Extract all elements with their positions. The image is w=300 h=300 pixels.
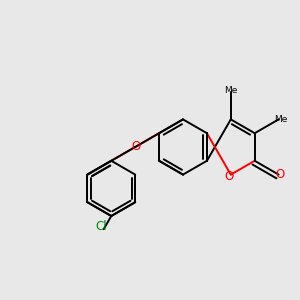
Text: O: O xyxy=(275,168,285,181)
Text: Me: Me xyxy=(274,115,288,124)
Text: Cl: Cl xyxy=(96,220,107,233)
Text: O: O xyxy=(131,140,141,153)
Text: O: O xyxy=(224,170,233,184)
Text: Me: Me xyxy=(224,86,238,95)
